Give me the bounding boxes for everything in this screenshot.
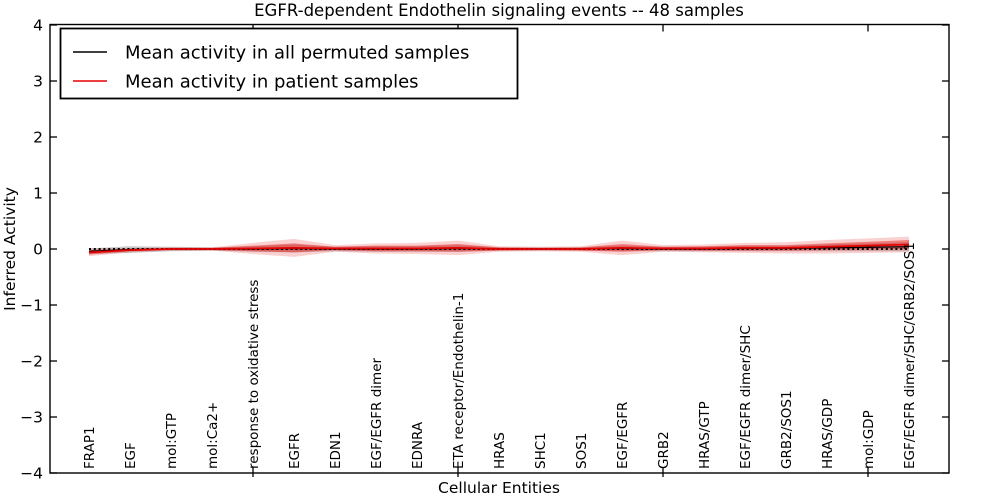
chart-title: EGFR-dependent Endothelin signaling even… xyxy=(254,1,744,20)
y-tick-label: 4 xyxy=(33,17,43,35)
legend-label-patient-samples: Mean activity in patient samples xyxy=(125,72,419,93)
y-tick-label: −3 xyxy=(20,409,43,427)
y-tick-label: 3 xyxy=(33,73,43,91)
y-axis-label: Inferred Activity xyxy=(1,187,19,311)
x-category-label: mol:GDP xyxy=(861,410,877,469)
x-category-label: FRAP1 xyxy=(82,426,98,469)
patient-confidence-band-inner xyxy=(89,240,909,255)
tick-marks xyxy=(50,24,949,477)
legend: Mean activity in all permuted samples Me… xyxy=(59,27,519,100)
x-category-label: EGF/EGFR dimer xyxy=(369,357,385,469)
x-category-labels: FRAP1 EGF mol:GTP mol:Ca2+ response to oxida… xyxy=(82,242,918,469)
confidence-bands xyxy=(89,236,909,257)
x-category-label: response to oxidative stress xyxy=(246,280,262,469)
x-category-label: mol:GTP xyxy=(164,413,180,469)
x-category-label: EGF/EGFR xyxy=(615,402,631,469)
y-tick-label: −2 xyxy=(20,353,43,371)
x-category-label: HRAS/GTP xyxy=(697,401,713,469)
y-tick-label: 1 xyxy=(33,185,43,203)
y-tick-label: −1 xyxy=(20,297,43,315)
x-category-label: HRAS xyxy=(492,432,508,469)
x-category-label: SOS1 xyxy=(574,433,590,469)
series-line-patient xyxy=(88,243,910,254)
x-category-label: GRB2/SOS1 xyxy=(779,390,795,469)
x-category-label: EGF/EGFR dimer/SHC xyxy=(738,325,754,469)
tick-labels: −4 −3 −2 −1 0 1 2 3 4 xyxy=(20,17,43,483)
x-category-label: EDNRA xyxy=(410,421,426,469)
x-category-label: HRAS/GDP xyxy=(820,399,836,469)
legend-box xyxy=(59,27,519,100)
x-category-label: EGF xyxy=(123,442,139,469)
x-category-label: EGFR xyxy=(287,433,303,469)
x-category-label: ETA receptor/Endothelin-1 xyxy=(451,293,467,469)
x-category-label: EDN1 xyxy=(328,431,344,469)
x-category-label: EGF/EGFR dimer/SHC/GRB2/SOS1 xyxy=(902,242,918,469)
x-category-label: mol:Ca2+ xyxy=(205,402,221,469)
x-axis-label: Cellular Entities xyxy=(438,479,560,497)
x-category-label: GRB2 xyxy=(656,431,672,469)
y-tick-label: 2 xyxy=(33,129,43,147)
legend-label-permuted-samples: Mean activity in all permuted samples xyxy=(125,43,469,64)
y-tick-label: 0 xyxy=(33,241,43,259)
patient-confidence-band-outer xyxy=(89,236,909,257)
x-category-label: SHC1 xyxy=(533,432,549,469)
series-lines xyxy=(88,243,910,254)
y-tick-label: −4 xyxy=(20,465,43,483)
